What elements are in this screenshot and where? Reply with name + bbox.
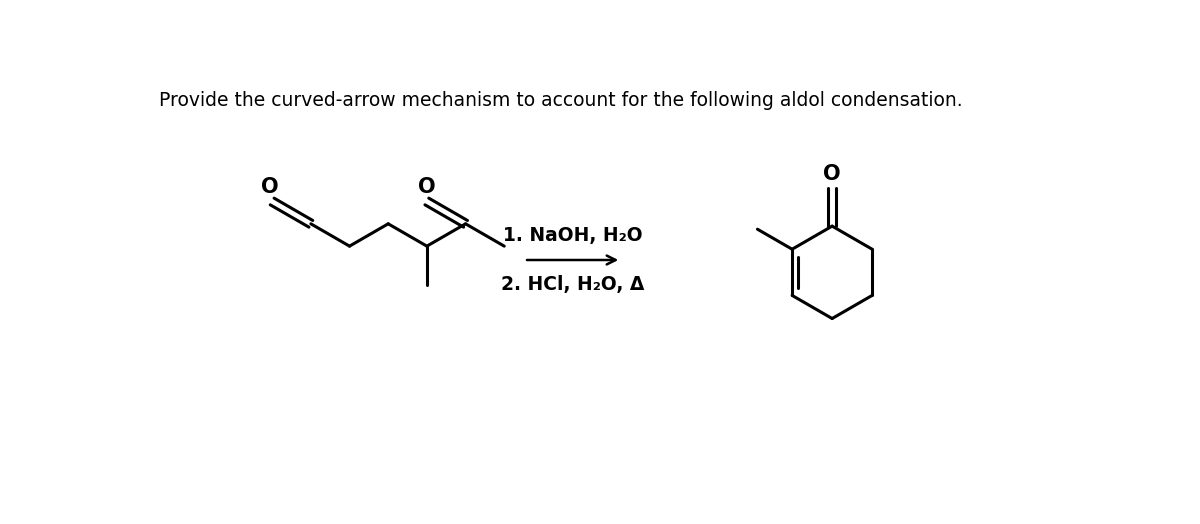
Text: 1. NaOH, H₂O: 1. NaOH, H₂O [503,226,642,245]
Text: O: O [418,177,436,197]
Text: O: O [823,164,841,184]
Text: O: O [262,177,278,197]
Text: Provide the curved-arrow mechanism to account for the following aldol condensati: Provide the curved-arrow mechanism to ac… [160,91,962,110]
Text: 2. HCl, H₂O, Δ: 2. HCl, H₂O, Δ [500,276,644,294]
